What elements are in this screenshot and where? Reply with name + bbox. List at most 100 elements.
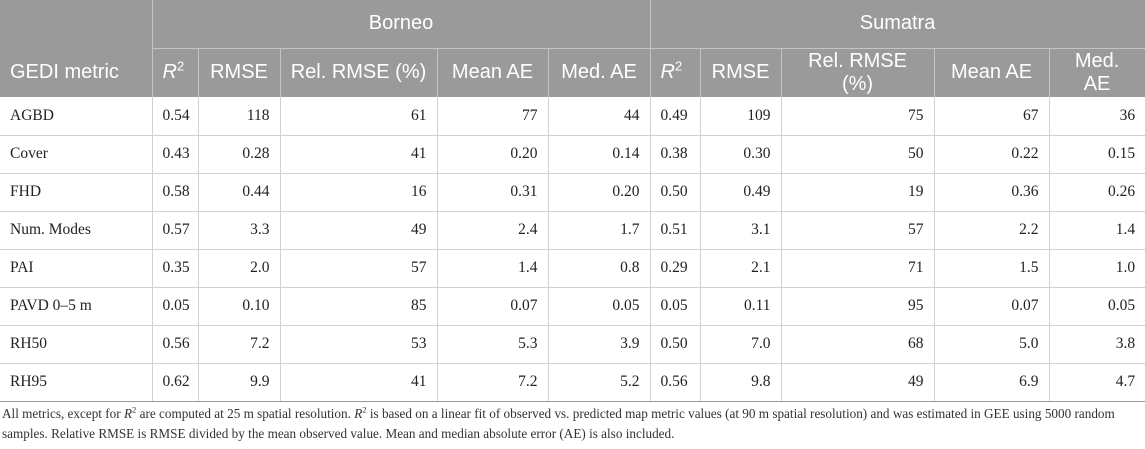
- sumatra-value-cell: 68: [781, 325, 935, 364]
- sumatra-value-cell: 57: [781, 211, 935, 250]
- sumatra-value-cell: 1.5: [934, 249, 1050, 288]
- column-header-rel-rmse-sumatra: Rel. RMSE (%): [781, 48, 935, 97]
- borneo-value-cell: 0.20: [548, 173, 651, 212]
- sumatra-value-cell: 0.36: [934, 173, 1050, 212]
- column-header-med-ae-sumatra: Med. AE: [1049, 48, 1145, 97]
- borneo-value-cell: 0.28: [198, 135, 281, 174]
- table-row: RH50 0.56 7.2 53 5.3 3.9 0.50 7.0 68 5.0 3.8: [0, 325, 1145, 364]
- sumatra-value-cell: 1.4: [1049, 211, 1145, 250]
- sumatra-value-cell: 0.38: [650, 135, 701, 174]
- sumatra-value-cell: 109: [700, 97, 782, 136]
- borneo-value-cell: 61: [280, 97, 438, 136]
- sumatra-value-cell: 49: [781, 363, 935, 402]
- sumatra-value-cell: 0.22: [934, 135, 1050, 174]
- metric-name-cell: AGBD: [0, 97, 153, 136]
- borneo-value-cell: 0.56: [152, 325, 199, 364]
- borneo-value-cell: 9.9: [198, 363, 281, 402]
- borneo-value-cell: 49: [280, 211, 438, 250]
- metric-name-cell: FHD: [0, 173, 153, 212]
- table-row: Num. Modes 0.57 3.3 49 2.4 1.7 0.51 3.1 57 2.2 1.4: [0, 211, 1145, 250]
- borneo-value-cell: 2.0: [198, 249, 281, 288]
- group-header-sumatra: Sumatra: [650, 0, 1145, 49]
- sumatra-value-cell: 67: [934, 97, 1050, 136]
- table-row: AGBD 0.54 118 61 77 44 0.49 109 75 67 36: [0, 97, 1145, 136]
- metric-name-cell: PAVD 0–5 m: [0, 287, 153, 326]
- sumatra-value-cell: 0.15: [1049, 135, 1145, 174]
- borneo-value-cell: 0.44: [198, 173, 281, 212]
- borneo-value-cell: 5.3: [437, 325, 549, 364]
- borneo-value-cell: 0.43: [152, 135, 199, 174]
- table-body: AGBD 0.54 118 61 77 44 0.49 109 75 67 36 Cover 0.43 0…: [0, 97, 1145, 402]
- sumatra-value-cell: 0.51: [650, 211, 701, 250]
- sumatra-value-cell: 1.0: [1049, 249, 1145, 288]
- metric-name-cell: Num. Modes: [0, 211, 153, 250]
- column-header-r2-sumatra: R2: [650, 48, 701, 97]
- sumatra-value-cell: 0.50: [650, 173, 701, 212]
- borneo-value-cell: 57: [280, 249, 438, 288]
- borneo-value-cell: 3.3: [198, 211, 281, 250]
- borneo-value-cell: 0.14: [548, 135, 651, 174]
- sumatra-value-cell: 0.49: [650, 97, 701, 136]
- sumatra-value-cell: 0.29: [650, 249, 701, 288]
- column-header-r2-borneo: R2: [152, 48, 199, 97]
- table-row: RH95 0.62 9.9 41 7.2 5.2 0.56 9.8 49 6.9 4.7: [0, 363, 1145, 402]
- group-header-row: Borneo Sumatra: [0, 0, 1145, 49]
- sumatra-value-cell: 71: [781, 249, 935, 288]
- column-header-gedi-metric: GEDI metric: [0, 48, 153, 97]
- column-header-rmse-sumatra: RMSE: [700, 48, 782, 97]
- sumatra-value-cell: 3.1: [700, 211, 782, 250]
- table-row: FHD 0.58 0.44 16 0.31 0.20 0.50 0.49 19 0.36 0.26: [0, 173, 1145, 212]
- borneo-value-cell: 53: [280, 325, 438, 364]
- sumatra-value-cell: 0.11: [700, 287, 782, 326]
- sumatra-value-cell: 50: [781, 135, 935, 174]
- group-header-borneo: Borneo: [152, 0, 651, 49]
- borneo-value-cell: 5.2: [548, 363, 651, 402]
- borneo-value-cell: 7.2: [437, 363, 549, 402]
- borneo-value-cell: 41: [280, 135, 438, 174]
- sumatra-value-cell: 4.7: [1049, 363, 1145, 402]
- sumatra-value-cell: 95: [781, 287, 935, 326]
- table-footnote: All metrics, except for R2 are computed …: [2, 404, 1115, 441]
- borneo-value-cell: 85: [280, 287, 438, 326]
- metric-name-cell: RH95: [0, 363, 153, 402]
- sumatra-value-cell: 36: [1049, 97, 1145, 136]
- column-header-row: GEDI metric R2 RMSE Rel. RMSE (%) Mean A…: [0, 48, 1145, 97]
- borneo-value-cell: 0.05: [548, 287, 651, 326]
- column-header-mean-ae-sumatra: Mean AE: [934, 48, 1050, 97]
- sumatra-value-cell: 7.0: [700, 325, 782, 364]
- sumatra-value-cell: 0.56: [650, 363, 701, 402]
- metric-name-cell: PAI: [0, 249, 153, 288]
- borneo-value-cell: 0.57: [152, 211, 199, 250]
- sumatra-value-cell: 0.05: [1049, 287, 1145, 326]
- metrics-table: Borneo Sumatra GEDI metric R2 RMSE Rel. …: [0, 0, 1145, 402]
- sumatra-value-cell: 19: [781, 173, 935, 212]
- borneo-value-cell: 0.8: [548, 249, 651, 288]
- metric-name-cell: RH50: [0, 325, 153, 364]
- borneo-value-cell: 0.31: [437, 173, 549, 212]
- sumatra-value-cell: 0.05: [650, 287, 701, 326]
- sumatra-value-cell: 3.8: [1049, 325, 1145, 364]
- borneo-value-cell: 0.54: [152, 97, 199, 136]
- table-row: PAI 0.35 2.0 57 1.4 0.8 0.29 2.1 71 1.5 1.0: [0, 249, 1145, 288]
- sumatra-value-cell: 5.0: [934, 325, 1050, 364]
- sumatra-value-cell: 75: [781, 97, 935, 136]
- borneo-value-cell: 16: [280, 173, 438, 212]
- sumatra-value-cell: 0.26: [1049, 173, 1145, 212]
- sumatra-value-cell: 2.1: [700, 249, 782, 288]
- column-header-rel-rmse-borneo: Rel. RMSE (%): [280, 48, 438, 97]
- column-header-rmse-borneo: RMSE: [198, 48, 281, 97]
- borneo-value-cell: 1.7: [548, 211, 651, 250]
- borneo-value-cell: 0.07: [437, 287, 549, 326]
- borneo-value-cell: 0.35: [152, 249, 199, 288]
- metric-name-cell: Cover: [0, 135, 153, 174]
- table-row: PAVD 0–5 m 0.05 0.10 85 0.07 0.05 0.05 0.11 95 0.…: [0, 287, 1145, 326]
- sumatra-value-cell: 0.49: [700, 173, 782, 212]
- borneo-value-cell: 1.4: [437, 249, 549, 288]
- borneo-value-cell: 41: [280, 363, 438, 402]
- borneo-value-cell: 77: [437, 97, 549, 136]
- borneo-value-cell: 44: [548, 97, 651, 136]
- borneo-value-cell: 0.58: [152, 173, 199, 212]
- sumatra-value-cell: 0.07: [934, 287, 1050, 326]
- column-header-mean-ae-borneo: Mean AE: [437, 48, 549, 97]
- borneo-value-cell: 7.2: [198, 325, 281, 364]
